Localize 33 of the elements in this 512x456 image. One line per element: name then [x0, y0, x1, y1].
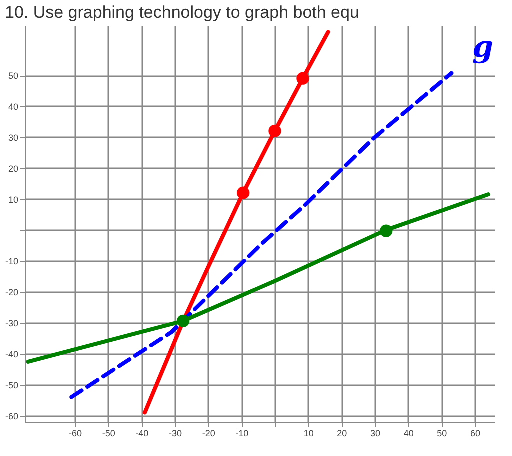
y-tick-label: -20 — [5, 288, 18, 298]
y-tick-label: -40 — [5, 349, 18, 360]
line-series — [143, 30, 330, 415]
point — [177, 314, 190, 328]
y-tick-label: 10 — [8, 194, 18, 205]
line-series — [26, 192, 490, 364]
x-tick-label: -20 — [202, 428, 216, 438]
chart-title: 10. Use graphing technology to graph both equ — [4, 3, 360, 22]
x-tick-label: -40 — [136, 428, 149, 438]
y-tick-label: 30 — [8, 132, 18, 143]
point — [237, 186, 250, 200]
x-tick-label: 30 — [370, 428, 381, 438]
x-tick-label: -10 — [236, 428, 249, 438]
y-tick-label: -50 — [5, 380, 18, 390]
point — [268, 124, 282, 138]
y-tick-label: -60 — [5, 411, 18, 422]
point — [296, 72, 310, 85]
y-tick-label: -30 — [5, 318, 18, 328]
y-tick-label: 40 — [8, 102, 18, 112]
x-tick-label: -60 — [68, 428, 82, 438]
x-tick-label: 60 — [470, 428, 481, 438]
y-tick-label: 50 — [8, 71, 18, 81]
y-tick-label: 20 — [8, 164, 18, 174]
x-tick-label: 40 — [404, 428, 414, 438]
annotation: g — [472, 30, 494, 65]
x-tick-label: 20 — [337, 428, 348, 438]
x-tick-label: -50 — [102, 428, 116, 438]
x-tick-label: -30 — [168, 428, 182, 438]
line-series — [70, 71, 454, 400]
point — [380, 224, 393, 238]
x-tick-label: 10 — [304, 428, 314, 438]
y-tick-label: -10 — [5, 256, 18, 267]
x-tick-label: 50 — [437, 428, 448, 438]
